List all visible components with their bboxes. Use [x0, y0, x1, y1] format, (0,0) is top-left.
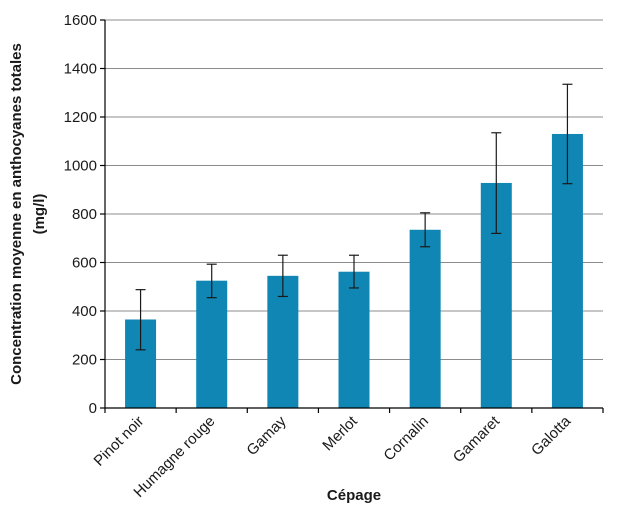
bars: [125, 133, 583, 408]
bar: [267, 275, 299, 408]
y-tick-label: 1600: [64, 12, 97, 29]
x-axis-title: Cépage: [327, 487, 381, 504]
error-bars: [135, 83, 573, 351]
y-tick-label: 600: [72, 255, 97, 272]
y-tick-label: 1000: [64, 158, 97, 175]
x-tick-label: Gamaret: [450, 412, 504, 466]
y-tick-label: 1200: [64, 109, 97, 126]
y-axis-title-line2: (mg/l): [31, 194, 48, 235]
x-tick-label: Merlot: [319, 412, 361, 454]
bar: [338, 271, 370, 408]
y-tick-label: 1400: [64, 61, 97, 78]
y-tick-label: 200: [72, 352, 97, 369]
y-tick-labels: 0 200 400 600 800 1000 1200 1400 1600: [64, 12, 97, 417]
x-tick-label: Cornalin: [380, 413, 432, 465]
y-tick-label: 0: [89, 400, 97, 417]
x-tick-label: Gamay: [243, 412, 290, 459]
axes: [100, 19, 604, 413]
y-tick-label: 800: [72, 206, 97, 223]
bar: [409, 229, 441, 408]
bar: [196, 280, 228, 408]
y-tick-label: 400: [72, 303, 97, 320]
x-tick-label: Pinot noir: [91, 413, 148, 470]
y-axis-title-line1: Concentration moyenne en anthocyanes tot…: [8, 43, 25, 385]
x-tick-label: Galotta: [528, 412, 575, 459]
